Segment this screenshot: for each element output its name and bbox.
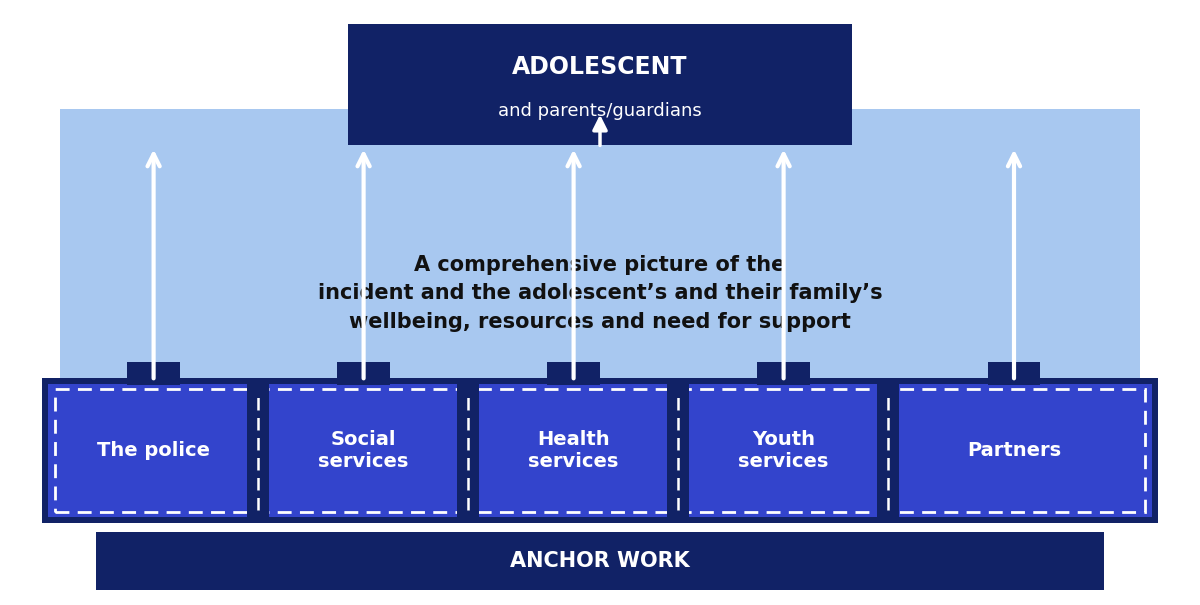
Bar	[457, 384, 479, 517]
Text: Partners: Partners	[967, 441, 1061, 460]
Text: A comprehensive picture of the
incident and the adolescent’s and their family’s
: A comprehensive picture of the incident …	[318, 255, 882, 332]
Bar	[667, 384, 689, 517]
Text: Youth
services: Youth services	[738, 430, 829, 471]
Text: and parents/guardians: and parents/guardians	[498, 102, 702, 120]
Bar	[988, 362, 1040, 385]
Text: Social
services: Social services	[318, 430, 409, 471]
Text: Health
services: Health services	[528, 430, 619, 471]
Bar	[60, 109, 1140, 424]
Bar	[42, 378, 1158, 523]
Bar	[55, 389, 1145, 512]
Bar	[48, 384, 1152, 517]
Bar	[757, 362, 810, 385]
Bar	[547, 362, 600, 385]
Bar	[96, 532, 1104, 590]
Bar	[337, 362, 390, 385]
Bar	[348, 24, 852, 145]
Bar	[877, 384, 899, 517]
Text: The police: The police	[97, 441, 210, 460]
Bar	[247, 384, 269, 517]
Text: ADOLESCENT: ADOLESCENT	[512, 54, 688, 79]
Bar	[127, 362, 180, 385]
Text: ANCHOR WORK: ANCHOR WORK	[510, 551, 690, 571]
